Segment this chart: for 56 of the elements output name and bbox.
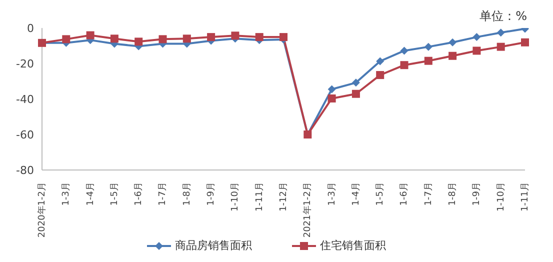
point — [158, 35, 167, 44]
point — [86, 31, 94, 40]
x-tick-label: 2021年1-2月 — [302, 182, 314, 238]
point — [182, 34, 191, 43]
point — [328, 85, 336, 94]
x-tick-label: 1-4月 — [86, 182, 96, 206]
x-tick-label: 1-6月 — [134, 182, 144, 206]
point — [400, 46, 408, 55]
x-tick-label: 1-10月 — [496, 182, 506, 212]
point — [400, 61, 408, 70]
text: 单位：% — [480, 8, 527, 25]
y-tick-label: 0 — [27, 22, 34, 35]
x-tick-label: 1-3月 — [327, 182, 338, 206]
x-tick-label: 1-8月 — [448, 182, 458, 206]
point — [134, 38, 143, 46]
point — [207, 33, 216, 42]
legend-label: 住宅销售面积 — [320, 238, 386, 253]
point — [255, 33, 264, 42]
x-tick-label: 2020年1-2月 — [36, 182, 48, 238]
point — [472, 46, 481, 55]
y-tick-label: -60 — [16, 128, 34, 142]
x-tick-label: 1-5月 — [376, 182, 386, 206]
point — [424, 42, 432, 51]
x-tick-label: 1-9月 — [472, 182, 482, 206]
x-tick-label: 1-7月 — [158, 182, 168, 206]
point — [352, 90, 360, 98]
point — [110, 34, 118, 43]
x-tick-label: 1-12月 — [278, 182, 289, 212]
point — [472, 33, 481, 42]
x-tick-label: 1-11月 — [254, 182, 265, 212]
point — [448, 52, 457, 60]
x-tick-label: 1-5月 — [110, 182, 120, 206]
point — [231, 32, 240, 40]
point — [521, 38, 529, 46]
point — [376, 71, 384, 80]
y-tick-label: -20 — [16, 57, 34, 70]
point — [62, 35, 70, 44]
point — [448, 38, 457, 46]
x-tick-label: 1-8月 — [182, 182, 192, 206]
x-tick-label: 1-6月 — [400, 182, 410, 206]
point — [328, 94, 336, 102]
x-tick-label: 1-4月 — [351, 182, 362, 206]
legend-label: 商品房销售面积 — [175, 238, 252, 253]
point — [280, 33, 288, 42]
x-tick-label: 1-9月 — [206, 182, 217, 206]
x-tick-label: 1-3月 — [62, 182, 72, 206]
point — [496, 42, 505, 51]
x-tick-label: 1-7月 — [424, 182, 434, 206]
y-tick-label: -40 — [16, 92, 34, 106]
y-tick-label: -80 — [16, 164, 34, 177]
point — [376, 57, 384, 66]
x-tick-label: 1-10月 — [230, 182, 241, 212]
point — [424, 56, 432, 65]
x-tick-label: 1-11月 — [520, 182, 530, 212]
point — [496, 28, 505, 37]
point — [352, 78, 360, 87]
